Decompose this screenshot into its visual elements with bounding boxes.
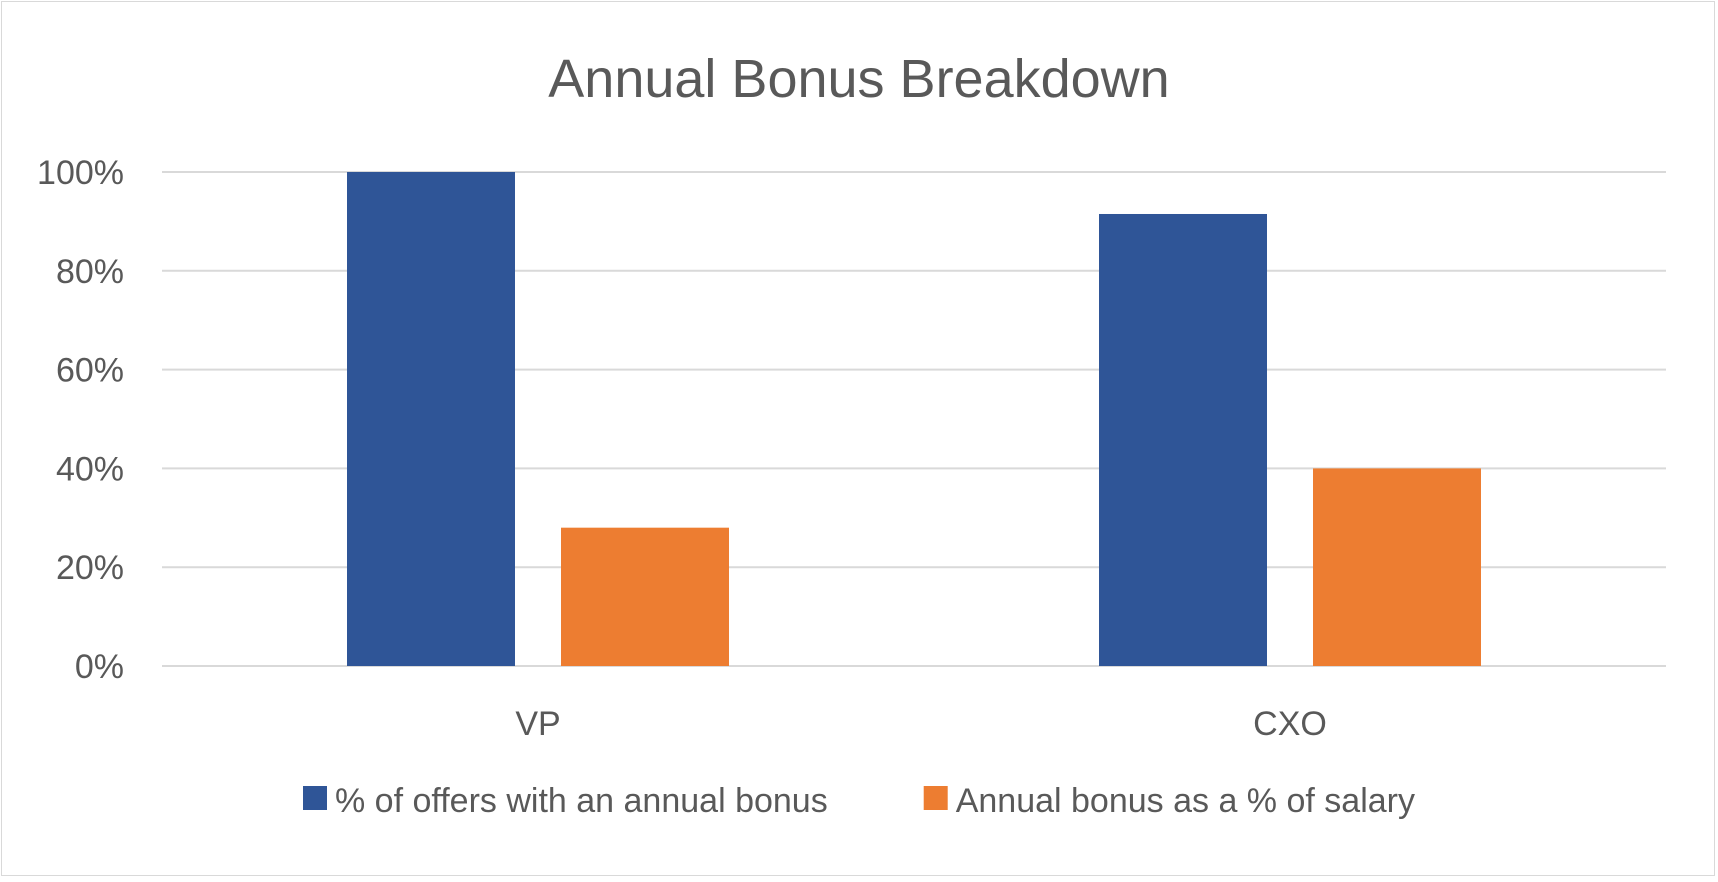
legend-item: % of offers with an annual bonus (303, 782, 828, 820)
chart-title: Annual Bonus Breakdown (548, 49, 1169, 109)
bar-vp-series-1 (347, 172, 515, 666)
x-axis-ticks: VP CXO (515, 705, 1327, 743)
y-tick-label: 100% (37, 154, 124, 192)
x-tick-label: CXO (1253, 705, 1327, 743)
legend-item: Annual bonus as a % of salary (923, 782, 1415, 820)
bar-cxo-series-1 (1099, 213, 1267, 667)
y-tick-label: 80% (56, 253, 124, 291)
y-tick-label: 0% (75, 648, 124, 686)
bar-cxo-series-2 (1313, 468, 1481, 666)
y-tick-label: 60% (56, 352, 124, 390)
legend-label: % of offers with an annual bonus (335, 782, 828, 820)
legend-swatch (303, 786, 327, 810)
legend: % of offers with an annual bonus Annual b… (303, 782, 1415, 820)
bar-vp-series-2 (561, 527, 729, 666)
x-tick-label: VP (515, 705, 560, 743)
legend-label: Annual bonus as a % of salary (956, 782, 1415, 820)
legend-swatch (923, 786, 948, 810)
y-tick-label: 20% (56, 549, 124, 587)
bars (347, 172, 1481, 667)
y-tick-label: 40% (56, 450, 124, 488)
y-axis-ticks: 0% 20% 40% 60% 80% 100% (37, 154, 124, 686)
